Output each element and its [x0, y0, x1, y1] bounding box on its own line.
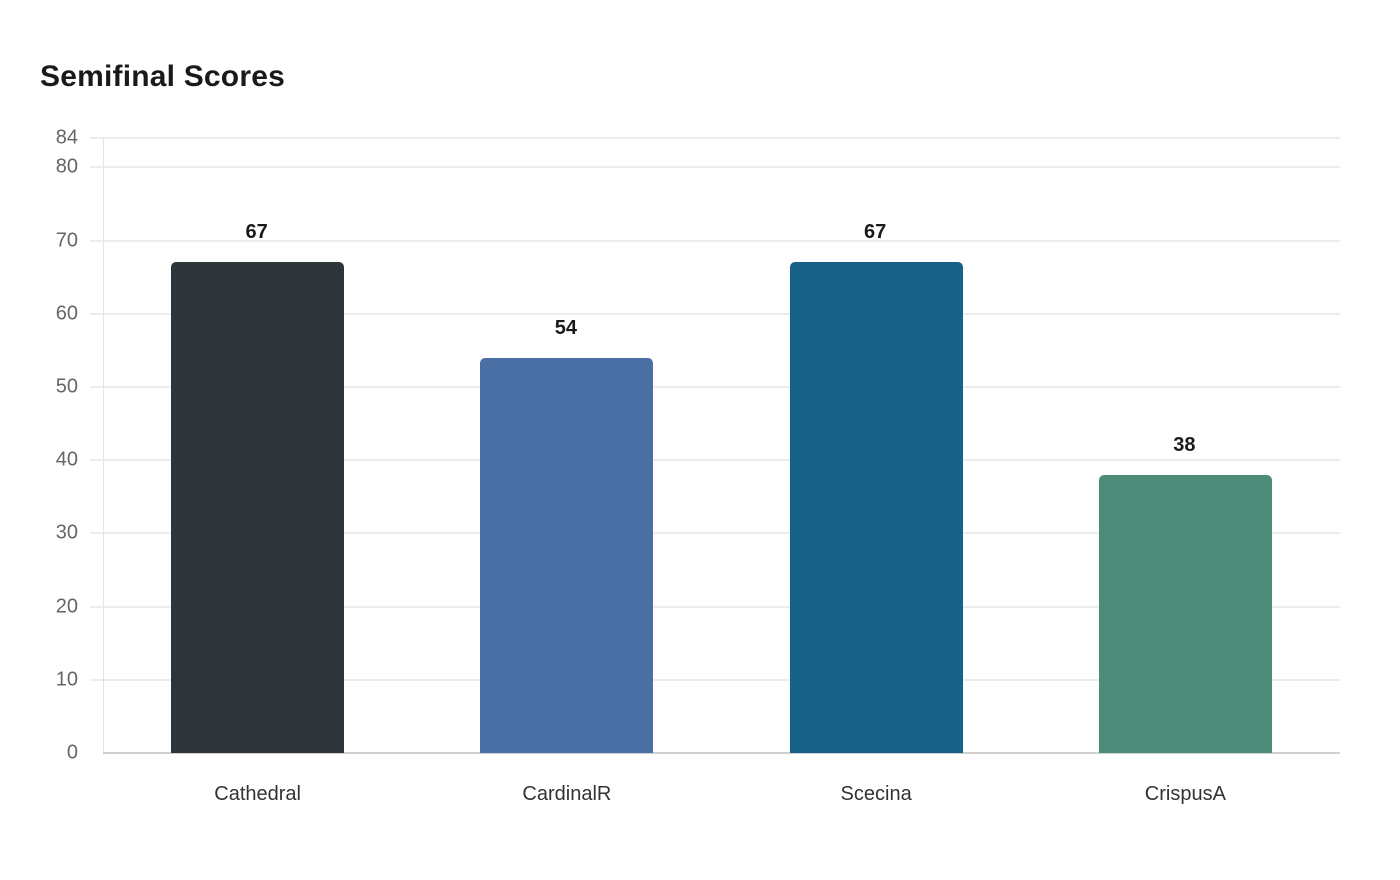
plot-area: 0 10 20 30 40 50 60 70 80 84 67 Cathedral 54 Cardinal…: [56, 127, 1340, 805]
x-axis-line: [103, 752, 1340, 754]
y-tick-label: 80: [55, 155, 78, 178]
bar-cardinalr[interactable]: [480, 357, 654, 753]
x-tick-label: CrispusA: [1144, 783, 1226, 805]
bar-value-label: 38: [1173, 433, 1196, 456]
y-tick-label: 40: [55, 448, 78, 471]
gridline: [90, 459, 1340, 462]
chart-title: Semifinal Scores: [40, 60, 285, 93]
x-tick-label: Cathedral: [214, 783, 301, 805]
y-tick-label: 84: [55, 126, 78, 149]
gridline: [90, 532, 1340, 535]
y-tick-label: 10: [55, 668, 78, 691]
gridline: [90, 678, 1340, 681]
x-tick-label: Scecina: [840, 783, 912, 805]
y-axis-line: [103, 138, 104, 753]
y-tick-label: 70: [55, 229, 78, 251]
bar-crispusa[interactable]: [1098, 474, 1272, 753]
gridline: [90, 385, 1340, 388]
y-tick-label: 0: [66, 741, 78, 764]
x-tick-label: CardinalR: [522, 783, 612, 805]
bar-value-label: 67: [864, 221, 887, 244]
bar-scecina[interactable]: [789, 262, 963, 753]
gridline: [90, 239, 1340, 242]
gridline: [90, 312, 1340, 315]
bar-value-label: 54: [554, 316, 577, 339]
y-tick-label: 20: [55, 595, 78, 618]
bar-cathedral[interactable]: [171, 262, 345, 753]
gridline: [90, 605, 1340, 608]
gridline: [90, 137, 1340, 139]
y-tick-label: 30: [55, 521, 78, 544]
y-tick-label: 60: [55, 302, 78, 325]
y-tick-label: 50: [55, 375, 78, 398]
gridline: [90, 166, 1340, 169]
bar-value-label: 67: [245, 221, 268, 244]
